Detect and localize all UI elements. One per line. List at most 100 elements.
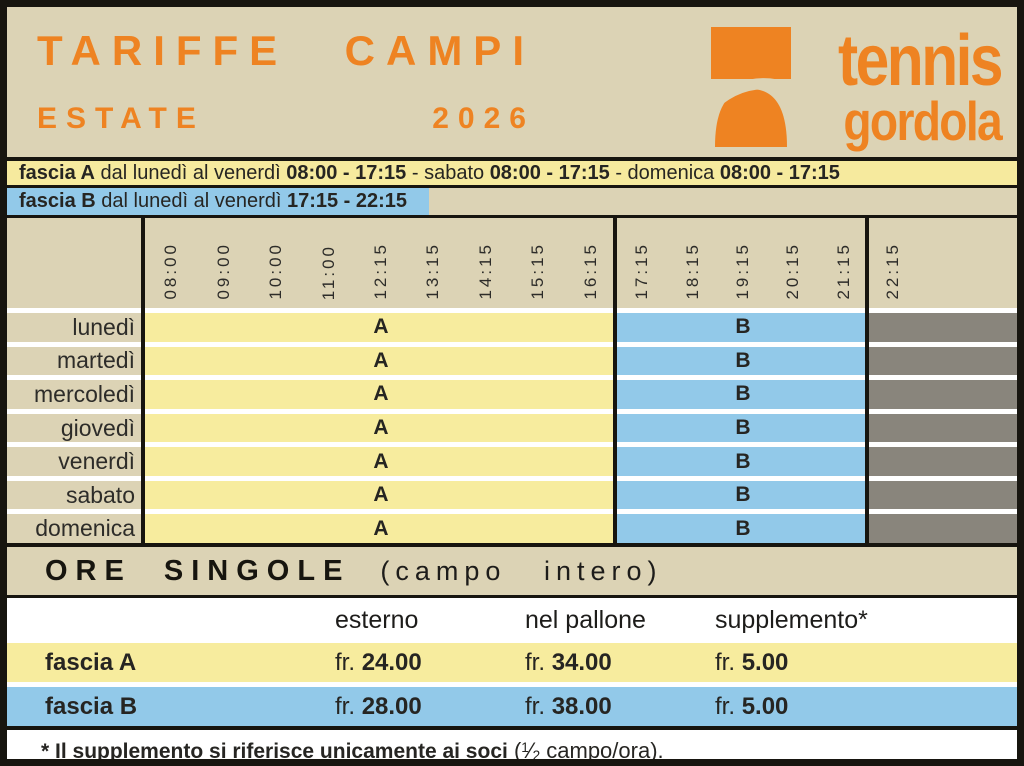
title-line-1: TARIFFE CAMPI — [37, 27, 535, 75]
amount: 38.00 — [551, 692, 612, 720]
time-label: 11:00 — [318, 243, 338, 300]
zone-closed-cell — [869, 447, 1017, 476]
zone-b-cell: B — [617, 313, 869, 342]
logo-line-tennis: tennis — [838, 21, 1004, 101]
price-value-esterno: fr. 24.00 — [335, 649, 525, 677]
day-row-martedi: martedì A B — [7, 346, 1017, 376]
time-label: 21:15 — [833, 242, 853, 300]
day-row-sabato: sabato A B — [7, 480, 1017, 510]
table-divider-line — [141, 218, 145, 543]
zone-b-cell: B — [617, 480, 869, 510]
time-header-cell: 15:15 — [512, 218, 564, 308]
day-label: lunedì — [7, 313, 145, 342]
zone-closed-cell — [869, 514, 1017, 544]
time-header-cell: 21:15 — [819, 218, 869, 308]
amount: 34.00 — [551, 648, 612, 676]
fascia-a-legend-bar: fascia A dal lunedì al venerdì 08:00 - 1… — [7, 157, 1017, 188]
season-label: ESTATE — [37, 102, 205, 135]
club-logo: tennis gordola — [710, 21, 1004, 152]
fascia-b-text: dal lunedì al venerdì — [95, 190, 287, 212]
day-label: domenica — [7, 514, 145, 544]
time-header-cell: 14:15 — [460, 218, 512, 308]
time-label: 08:00 — [161, 242, 181, 300]
title-word-campi: CAMPI — [344, 27, 535, 74]
time-header-cell: 17:15 — [617, 218, 667, 308]
currency: fr. — [335, 692, 356, 720]
fraction-numerator: 1 — [521, 739, 529, 755]
amount: 5.00 — [741, 648, 789, 676]
fascia-b-time-1: 17:15 - 22:15 — [286, 190, 408, 212]
time-label: 16:15 — [580, 242, 600, 300]
time-label: 18:15 — [682, 242, 702, 300]
price-col-esterno: esterno — [335, 606, 419, 634]
price-value-pallone: fr. 38.00 — [525, 693, 715, 721]
fascia-a-label: fascia A — [19, 161, 95, 184]
year-label: 2026 — [432, 102, 535, 135]
ore-singole-band: ORE SINGOLE (campo intero) — [7, 547, 1017, 598]
day-label: mercoledì — [7, 380, 145, 409]
zone-closed-cell — [869, 413, 1017, 443]
title-word-tariffe: TARIFFE — [37, 27, 289, 74]
title-line-2: ESTATE 2026 — [37, 102, 535, 136]
time-label: 13:15 — [423, 242, 443, 300]
price-row-fascia-b: fascia B fr. 28.00 fr. 38.00 fr. 5.00 — [7, 687, 1017, 730]
footnote-regular-text: (1⁄2 campo/ora). — [507, 738, 664, 763]
currency: fr. — [715, 692, 736, 720]
time-header-zone-a: 08:00 09:00 10:00 11:00 12:15 13:15 14:1… — [145, 218, 617, 308]
time-label: 17:15 — [632, 242, 652, 300]
time-header-cell: 11:00 — [302, 218, 354, 308]
time-label: 09:00 — [213, 242, 233, 300]
zone-a-cell: A — [145, 480, 617, 510]
zone-b-cell: B — [617, 447, 869, 476]
logo-line-gordola: gordola — [843, 89, 1002, 152]
price-row-fascia-a: fascia A fr. 24.00 fr. 34.00 fr. 5.00 — [7, 643, 1017, 682]
currency: fr. — [525, 692, 546, 720]
header: TARIFFE CAMPI ESTATE 2026 tennis gordola — [7, 7, 1017, 157]
time-header-cell: 13:15 — [407, 218, 459, 308]
zone-closed-cell — [869, 346, 1017, 376]
price-value-esterno: fr. 28.00 — [335, 693, 525, 721]
day-label: sabato — [7, 480, 145, 510]
fraction-slash: ⁄ — [528, 738, 533, 763]
day-row-lunedi: lunedì A B — [7, 313, 1017, 342]
schedule-table: 08:00 09:00 10:00 11:00 12:15 13:15 14:1… — [7, 215, 1017, 547]
fascia-a-time-2: 08:00 - 17:15 — [489, 161, 610, 184]
time-header-cell: 10:00 — [250, 218, 302, 308]
amount: 28.00 — [361, 692, 422, 720]
time-label: 14:15 — [475, 242, 495, 300]
time-label: 22:15 — [883, 242, 902, 300]
fascia-b-legend-fill: fascia B dal lunedì al venerdì 17:15 - 2… — [7, 188, 429, 215]
footnote-bold-text: * Il supplemento si riferisce unicamente… — [41, 740, 508, 763]
time-header-cell: 19:15 — [718, 218, 768, 308]
price-row-label: fascia B — [45, 692, 138, 720]
time-label: 12:15 — [370, 242, 390, 300]
time-label: 19:15 — [733, 242, 753, 300]
zone-a-cell: A — [145, 447, 617, 476]
fascia-b-label: fascia B — [19, 190, 96, 212]
price-col-pallone: nel pallone — [525, 606, 646, 634]
fascia-a-sep-2: - domenica — [609, 161, 720, 184]
time-label: 15:15 — [528, 242, 548, 300]
amount: 24.00 — [361, 648, 422, 676]
time-header-cell: 18:15 — [667, 218, 717, 308]
paren-open: ( — [507, 738, 522, 763]
zone-a-cell: A — [145, 514, 617, 544]
page-title: TARIFFE CAMPI ESTATE 2026 — [37, 27, 535, 136]
day-label: giovedì — [7, 413, 145, 443]
table-divider-line — [613, 218, 617, 543]
price-value-supplemento: fr. 5.00 — [715, 649, 1017, 677]
day-row-domenica: domenica A B — [7, 514, 1017, 544]
zone-a-cell: A — [145, 313, 617, 342]
zone-b-cell: B — [617, 514, 869, 544]
fascia-a-time-1: 08:00 - 17:15 — [286, 161, 407, 184]
zone-a-cell: A — [145, 380, 617, 409]
time-header-zone-b: 17:15 18:15 19:15 20:15 21:15 — [617, 218, 869, 308]
zone-closed-cell — [869, 480, 1017, 510]
time-header-corner-cell — [7, 218, 145, 308]
zone-closed-cell — [869, 380, 1017, 409]
day-label: venerdì — [7, 447, 145, 476]
zone-b-cell: B — [617, 413, 869, 443]
ore-singole-subtitle: (campo intero) — [380, 555, 663, 586]
time-header-cell: 08:00 — [145, 218, 197, 308]
price-value-pallone: fr. 34.00 — [525, 649, 715, 677]
